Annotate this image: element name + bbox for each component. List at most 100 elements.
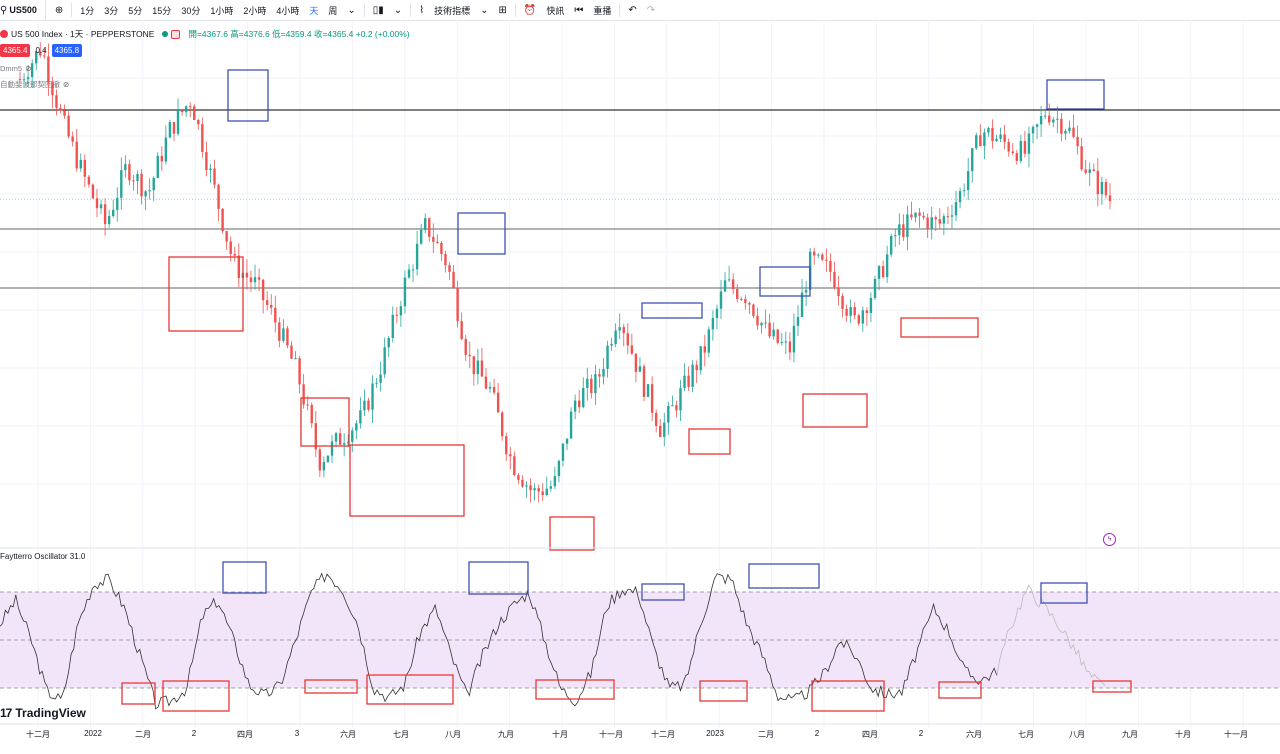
- buy-price-button[interactable]: 4365.8: [51, 44, 83, 57]
- layouts-grid-icon[interactable]: ⊞: [498, 4, 507, 16]
- candle-body: [756, 315, 759, 326]
- candle-body: [351, 430, 354, 442]
- candle-body: [55, 95, 58, 108]
- replay-icon[interactable]: ⏮: [574, 4, 584, 16]
- candle-body: [780, 342, 783, 344]
- compare-add-icon[interactable]: ⊕: [54, 4, 64, 16]
- candle-body: [525, 485, 528, 487]
- candle-body: [193, 106, 196, 121]
- candle-body: [918, 212, 921, 216]
- interval-1m[interactable]: 1分: [80, 5, 95, 16]
- candle-body: [391, 314, 394, 338]
- candle-body: [424, 218, 427, 230]
- replay-button[interactable]: 重播: [593, 5, 612, 16]
- candle-body: [1023, 141, 1027, 154]
- undo-icon[interactable]: ↶: [628, 4, 637, 16]
- candle-body: [995, 138, 998, 142]
- candle-body: [347, 441, 350, 444]
- oscillator-box-red: [938, 681, 982, 699]
- candle-body: [594, 374, 597, 394]
- x-axis-label: 2: [918, 729, 924, 738]
- indicators-icon[interactable]: ⌇: [419, 4, 425, 16]
- sell-price-button[interactable]: 4365.4: [0, 44, 31, 57]
- x-axis-label: 九月: [1122, 730, 1138, 739]
- tradingview-logo[interactable]: 17 TradingView: [0, 706, 86, 720]
- chevron-down-icon[interactable]: ⌄: [393, 4, 403, 16]
- flag-icon[interactable]: [171, 29, 181, 39]
- alert-button[interactable]: 快訊: [546, 5, 565, 16]
- candle-body: [1035, 124, 1039, 127]
- oscillator-label: Faytterro Oscillator 31.0: [0, 552, 86, 561]
- symbol-search[interactable]: ⚲ US500: [0, 0, 46, 20]
- interval-5m[interactable]: 5分: [128, 5, 143, 16]
- candle-body: [205, 152, 208, 171]
- candle-body: [861, 310, 865, 324]
- indicator-name: Dmm5: [0, 64, 23, 73]
- brand-name: TradingView: [15, 706, 86, 720]
- candle-body: [237, 255, 241, 278]
- interval-2h[interactable]: 2小時: [243, 5, 267, 16]
- candle-body: [586, 378, 589, 388]
- candle-body: [448, 265, 451, 272]
- candle-body: [849, 307, 852, 316]
- interval-1h[interactable]: 1小時: [210, 5, 234, 16]
- candle-body: [626, 333, 630, 346]
- candle-body: [363, 400, 366, 411]
- symbol-logo-icon: [0, 30, 8, 38]
- lightning-icon[interactable]: ϟ: [1103, 533, 1116, 546]
- chevron-down-icon[interactable]: ⌄: [480, 4, 489, 16]
- x-axis-label: 十一月: [1224, 730, 1248, 739]
- candle-body: [265, 300, 269, 305]
- indicators-button[interactable]: 技術指標: [434, 5, 471, 16]
- candle-body: [419, 229, 423, 244]
- candle-body: [942, 216, 946, 224]
- interval-1d[interactable]: 天: [309, 5, 319, 16]
- alarm-clock-icon[interactable]: ⏰: [523, 4, 537, 16]
- candle-body: [606, 345, 609, 369]
- candle-body: [999, 134, 1002, 139]
- chevron-down-icon[interactable]: ⌄: [347, 4, 356, 16]
- candle-body: [829, 260, 832, 272]
- indicator-row-1[interactable]: Dmm5 ⊘: [0, 64, 31, 73]
- eye-off-icon[interactable]: ⊘: [25, 64, 32, 73]
- candle-body: [748, 302, 751, 305]
- candle-body: [278, 322, 281, 341]
- candle-body: [699, 346, 702, 371]
- candle-body: [946, 216, 950, 218]
- candle-body: [1056, 118, 1059, 120]
- candle-body: [938, 219, 942, 224]
- divider: [514, 3, 516, 17]
- ohlc-values: 開=4367.6 高=4376.6 低=4359.4 收=4365.4 +0.2…: [188, 29, 410, 39]
- candle-body: [1015, 153, 1019, 161]
- chart-canvas[interactable]: [0, 20, 1280, 754]
- candle-body: [565, 438, 569, 444]
- x-axis-label: 2022: [84, 729, 102, 738]
- interval-3m[interactable]: 3分: [104, 5, 119, 16]
- candles-icon[interactable]: ▯▮: [372, 4, 384, 16]
- x-axis-label: 十二月: [651, 730, 675, 739]
- candle-body: [537, 488, 540, 492]
- candle-body: [659, 425, 662, 437]
- interval-30m[interactable]: 30分: [181, 5, 201, 16]
- candle-body: [768, 322, 771, 337]
- symbol-label: US500: [9, 5, 37, 15]
- eye-off-icon[interactable]: ⊘: [63, 80, 70, 89]
- candle-body: [1096, 170, 1100, 195]
- indicator-row-2[interactable]: 自動斐波那契回撤 ⊘: [0, 79, 69, 90]
- interval-1w[interactable]: 周: [328, 5, 338, 16]
- redo-icon[interactable]: ↷: [646, 4, 656, 16]
- candle-body: [225, 231, 228, 242]
- candle-body: [1088, 169, 1091, 173]
- interval-4h[interactable]: 4小時: [276, 5, 300, 16]
- interval-15m[interactable]: 15分: [152, 5, 172, 16]
- candle-body: [322, 462, 326, 471]
- chart-legend: US 500 Index · 1天 · PEPPERSTONE 開=4367.6…: [0, 28, 410, 40]
- candle-body: [719, 291, 723, 309]
- candle-body: [679, 388, 682, 411]
- candle-body: [468, 354, 471, 357]
- candle-body: [270, 304, 273, 308]
- candle-body: [602, 368, 605, 377]
- candle-body: [407, 269, 411, 278]
- candle-body: [731, 279, 735, 290]
- candle-body: [671, 405, 674, 407]
